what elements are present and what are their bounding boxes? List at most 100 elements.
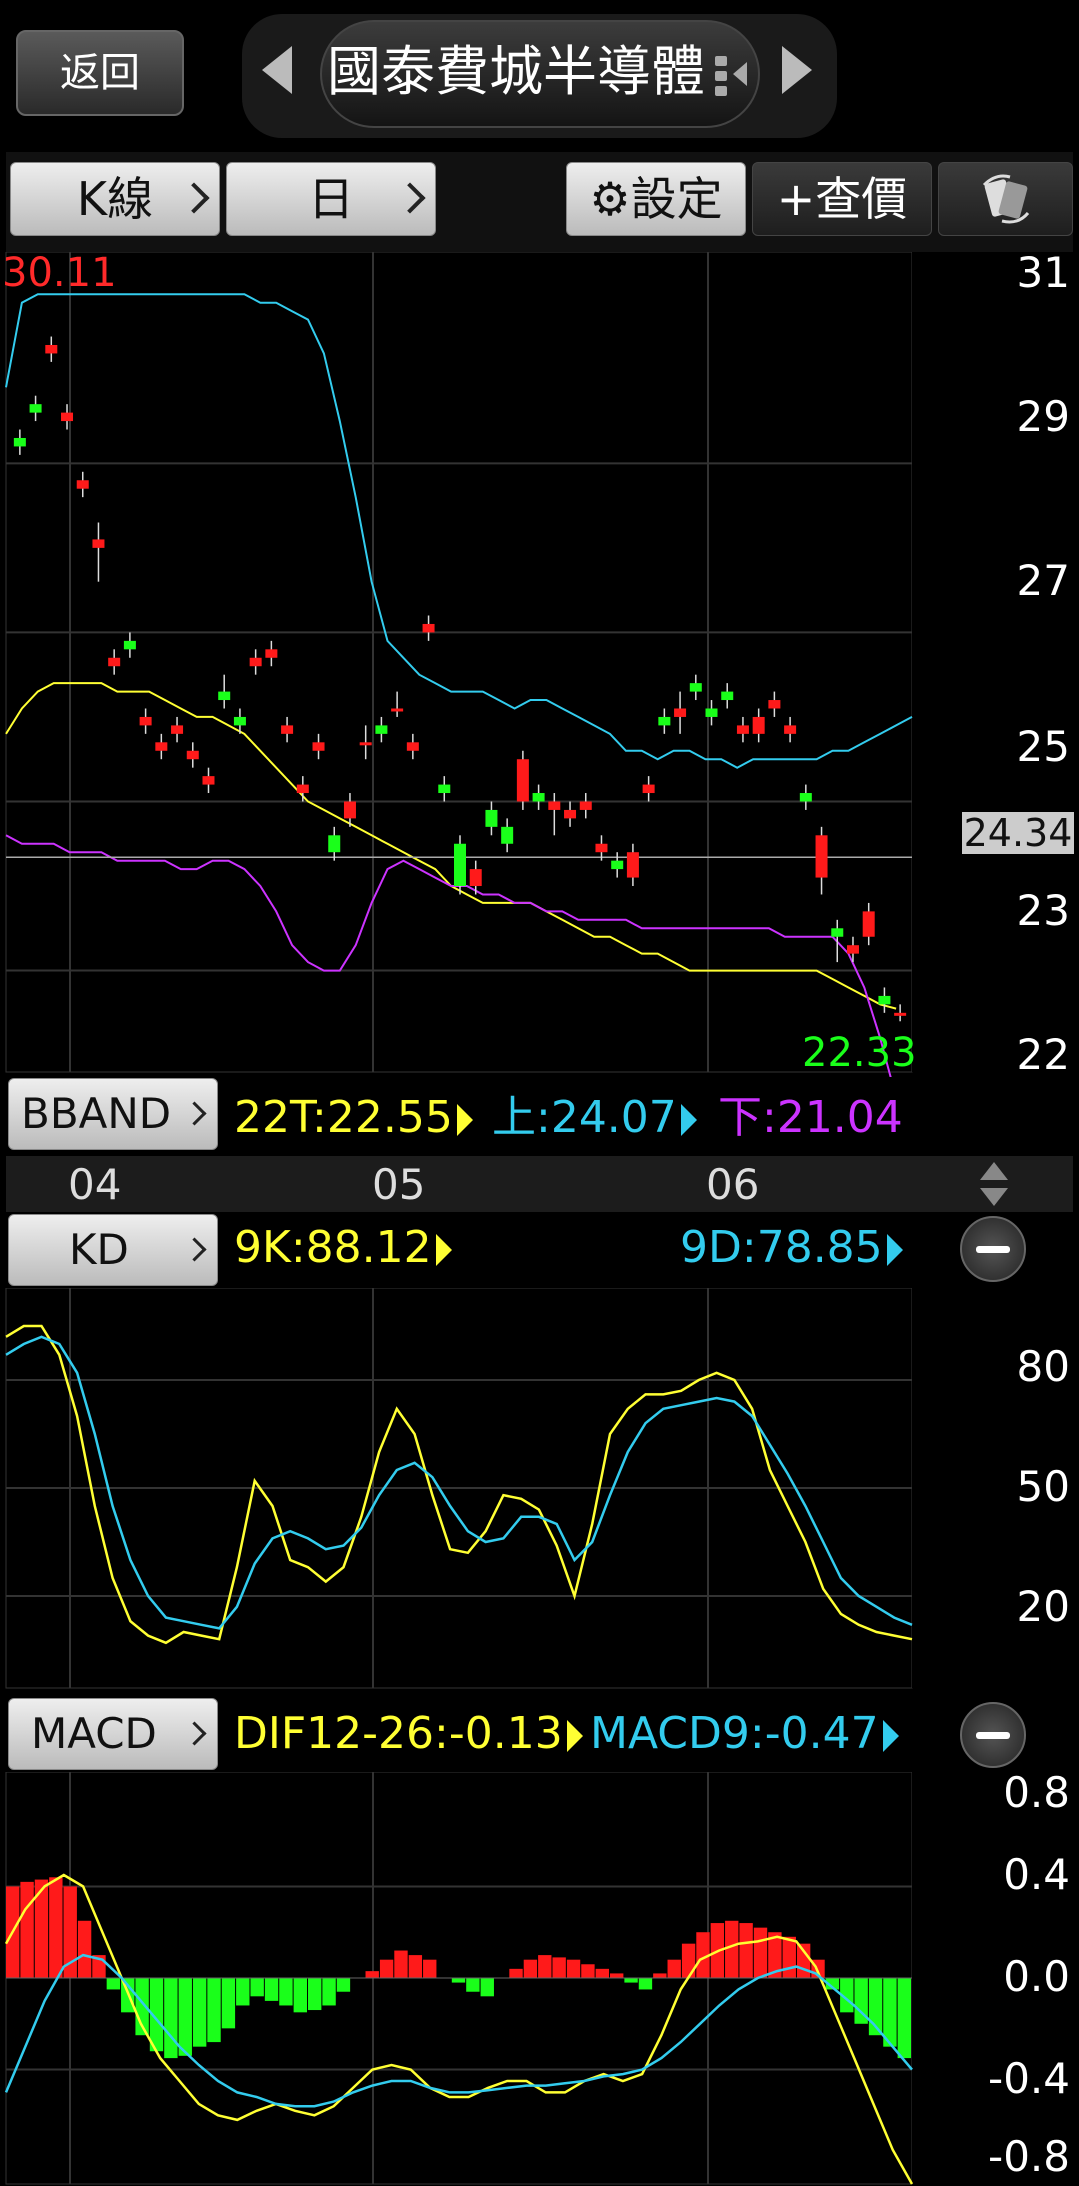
macd-histogram-bar: [336, 1978, 351, 1992]
candle-body: [469, 869, 482, 887]
candle-body: [658, 716, 671, 726]
macd-histogram-bar: [581, 1964, 595, 1978]
period-label: 日: [308, 172, 354, 226]
gear-icon: ⚙: [589, 172, 631, 226]
macd9-line: [4, 1953, 913, 2108]
flag-icon: [435, 1234, 452, 1266]
macd-histogram-bar: [451, 1978, 466, 1983]
price-min-label: 22.33: [802, 1030, 917, 1076]
candle-body: [705, 708, 718, 717]
candle-body: [202, 776, 215, 785]
macd-button[interactable]: MACD: [8, 1698, 218, 1770]
macd9-value: MACD9:-0.47: [590, 1708, 879, 1759]
price-chart[interactable]: [0, 252, 1079, 1077]
macd-histogram-bar: [192, 1978, 207, 2047]
add-quote-button[interactable]: +查價: [752, 162, 932, 236]
macd-histogram-bar: [696, 1932, 710, 1978]
bband-lower-legend: 下:21.04: [718, 1082, 914, 1154]
candle-body: [894, 1012, 907, 1016]
stock-name[interactable]: 國泰費城半導體: [320, 20, 760, 128]
drag-handle-icon[interactable]: [715, 56, 729, 96]
back-button[interactable]: 返回: [16, 30, 184, 116]
d-line: [5, 1335, 913, 1630]
kd-label: KD: [69, 1225, 129, 1274]
next-stock-arrow-icon[interactable]: [782, 46, 812, 94]
candle-body: [846, 945, 859, 954]
candle-body: [375, 725, 388, 734]
macd-chart[interactable]: [0, 1772, 1079, 2186]
candle-body: [752, 716, 765, 734]
month-label: 06: [706, 1160, 760, 1209]
macd-tick: -0.4: [988, 2054, 1070, 2103]
macd-histogram-bar: [178, 1978, 192, 2056]
candle-body: [438, 784, 451, 794]
bband-button[interactable]: BBAND: [8, 1078, 218, 1150]
chevron-right-icon: [182, 1101, 207, 1126]
macd-histogram-bar: [624, 1978, 638, 1983]
chevron-right-icon: [178, 182, 210, 214]
macd-histogram-bar: [768, 1932, 782, 1978]
candle-body: [595, 843, 608, 853]
macd-histogram-bar: [466, 1978, 480, 1992]
kd-tick: 50: [1016, 1462, 1070, 1511]
macd-histogram-bar: [667, 1959, 681, 1978]
candle-body: [878, 995, 891, 1005]
candle-body: [548, 801, 561, 810]
price-tick: 22: [1016, 1030, 1070, 1079]
macd-histogram-bar: [365, 1971, 379, 1978]
rotate-icon: [982, 174, 1029, 224]
k-value: 9K:88.12: [234, 1222, 432, 1273]
candle-body: [564, 809, 577, 819]
candle-body: [29, 404, 42, 413]
candle-body: [328, 835, 341, 853]
macd-histogram-bar: [552, 1957, 566, 1978]
axis-area: [912, 1772, 1079, 2184]
kd-button[interactable]: KD: [8, 1214, 218, 1286]
candle-body: [233, 716, 246, 726]
chevron-right-icon: [394, 182, 426, 214]
kline-type-button[interactable]: K線: [10, 162, 220, 236]
macd-tick: -0.8: [988, 2132, 1070, 2181]
macd-tick: 0.8: [1003, 1768, 1070, 1817]
price-tick: 25: [1016, 722, 1070, 771]
kd-chart[interactable]: [0, 1288, 1079, 1694]
candle-body: [155, 742, 168, 751]
candle-body: [736, 725, 749, 734]
macd-histogram-bar: [149, 1978, 164, 2052]
remove-kd-button[interactable]: [960, 1216, 1026, 1282]
remove-macd-button[interactable]: [960, 1702, 1026, 1768]
macd-histogram-bar: [538, 1955, 552, 1978]
macd-histogram-bar: [566, 1959, 581, 1978]
dif-value: DIF12-26:-0.13: [234, 1708, 563, 1759]
month-label: 04: [68, 1160, 122, 1209]
price-tick: 29: [1016, 392, 1070, 441]
macd-histogram-bar: [408, 1955, 423, 1978]
prev-stock-arrow-icon[interactable]: [262, 46, 292, 94]
date-axis: 04 05 06: [6, 1156, 1073, 1212]
dif-legend: DIF12-26:-0.13: [234, 1698, 583, 1770]
candle-body: [485, 809, 498, 827]
candle-body: [265, 649, 278, 658]
macd-histogram-bar: [796, 1943, 811, 1978]
dif-line: [4, 1873, 914, 2185]
resize-arrows-icon[interactable]: [976, 1160, 1012, 1208]
candle-body: [312, 742, 325, 751]
plot-area: [5, 252, 913, 1073]
period-button[interactable]: 日: [226, 162, 436, 236]
settings-button[interactable]: ⚙設定: [566, 162, 746, 236]
macd-histogram-bar: [264, 1978, 279, 2001]
macd-histogram-bar: [394, 1950, 408, 1978]
macd-histogram-bar: [897, 1978, 911, 2059]
candle-body: [171, 725, 184, 734]
macd-histogram-bar: [164, 1978, 178, 2059]
candle-body: [123, 640, 136, 650]
candle-body: [45, 344, 58, 354]
axis-area: [912, 1288, 1079, 1688]
candle-body: [579, 801, 592, 810]
kd-tick: 20: [1016, 1582, 1070, 1631]
bband-mid-legend: 22T:22.55: [234, 1082, 473, 1154]
candle-body: [642, 784, 655, 794]
rotate-screen-button[interactable]: [938, 162, 1073, 236]
candle-body: [799, 793, 812, 802]
macd-histogram-bar: [77, 1920, 92, 1978]
